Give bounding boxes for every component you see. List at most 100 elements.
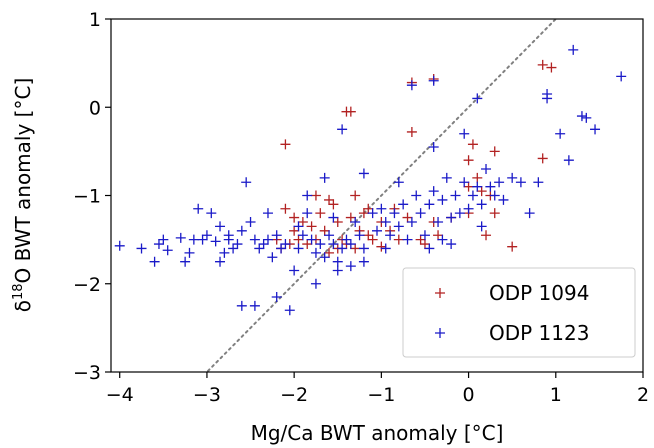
x-tick-label: 2 — [637, 384, 649, 406]
data-point — [437, 234, 448, 245]
data-point — [402, 212, 413, 223]
data-point — [433, 216, 444, 227]
data-point — [158, 234, 169, 245]
data-point — [188, 234, 199, 245]
data-point — [310, 278, 321, 289]
data-point — [476, 199, 487, 210]
data-point — [507, 241, 518, 252]
legend-marker-odp-1123 — [435, 328, 445, 338]
data-point — [537, 59, 548, 70]
data-point — [302, 239, 313, 250]
data-point — [376, 241, 387, 252]
data-point — [463, 203, 474, 214]
y-tick-label: −2 — [73, 274, 101, 296]
data-point — [284, 305, 295, 316]
data-point — [358, 168, 369, 179]
data-point — [193, 203, 204, 214]
data-point — [542, 93, 553, 104]
data-point — [524, 208, 535, 219]
x-tick-label: 1 — [550, 384, 562, 406]
data-point — [332, 256, 343, 267]
data-point — [428, 186, 439, 197]
series-odp-1094 — [271, 59, 557, 258]
data-point — [398, 199, 409, 210]
data-point — [310, 247, 321, 258]
data-point — [280, 239, 291, 250]
data-point — [206, 208, 217, 219]
data-point — [149, 256, 160, 267]
data-point — [324, 247, 335, 258]
data-point — [450, 190, 461, 201]
data-point — [175, 232, 186, 243]
y-tick-label: −3 — [73, 362, 101, 384]
data-point — [428, 75, 439, 86]
data-point — [228, 243, 239, 254]
data-point — [337, 124, 348, 135]
data-point — [515, 177, 526, 188]
data-point — [489, 190, 500, 201]
data-point — [367, 208, 378, 219]
data-point — [293, 221, 304, 232]
data-point — [358, 256, 369, 267]
data-point — [210, 236, 221, 247]
data-point — [328, 239, 339, 250]
data-point — [289, 225, 300, 236]
data-point — [267, 252, 278, 263]
data-point — [249, 300, 260, 311]
data-point — [310, 190, 321, 201]
data-point — [341, 234, 352, 245]
data-point — [219, 247, 230, 258]
legend-marker-odp-1094 — [435, 288, 445, 298]
data-point — [424, 199, 435, 210]
data-point — [406, 126, 417, 137]
data-point — [446, 239, 457, 250]
data-point — [385, 230, 396, 241]
one-to-one-line — [205, 19, 558, 372]
legend-plus-marker — [435, 328, 445, 338]
data-point — [476, 186, 487, 197]
data-point — [136, 243, 147, 254]
data-point — [223, 234, 234, 245]
data-point — [315, 239, 326, 250]
data-point — [262, 208, 273, 219]
data-point — [184, 247, 195, 258]
data-point — [415, 208, 426, 219]
data-point — [215, 256, 226, 267]
data-point — [241, 177, 252, 188]
data-point — [376, 203, 387, 214]
data-point — [472, 172, 483, 183]
data-point — [153, 239, 164, 250]
data-point — [419, 230, 430, 241]
data-point — [472, 181, 483, 192]
data-point — [350, 190, 361, 201]
data-point — [249, 234, 260, 245]
legend: ODP 1094 ODP 1123 — [402, 267, 636, 358]
data-point — [358, 208, 369, 219]
data-point — [489, 146, 500, 157]
data-point — [280, 203, 291, 214]
data-point — [446, 212, 457, 223]
x-tick-label: −3 — [193, 384, 221, 406]
data-point — [546, 62, 557, 73]
data-point — [393, 234, 404, 245]
data-point — [350, 216, 361, 227]
data-point — [332, 265, 343, 276]
data-point — [481, 230, 492, 241]
data-point — [306, 234, 317, 245]
x-axis-label: Mg/Ca BWT anomaly [°C] — [251, 421, 504, 445]
data-point — [454, 208, 465, 219]
data-point — [271, 230, 282, 241]
x-tick-label: −1 — [367, 384, 395, 406]
data-point — [581, 112, 592, 123]
data-point — [389, 208, 400, 219]
data-point — [428, 141, 439, 152]
data-point — [319, 172, 330, 183]
data-point — [576, 111, 587, 122]
x-tick-label: 0 — [463, 384, 475, 406]
data-point — [590, 124, 601, 135]
data-point — [363, 203, 374, 214]
data-point — [324, 230, 335, 241]
data-point — [306, 221, 317, 232]
data-point — [180, 256, 191, 267]
